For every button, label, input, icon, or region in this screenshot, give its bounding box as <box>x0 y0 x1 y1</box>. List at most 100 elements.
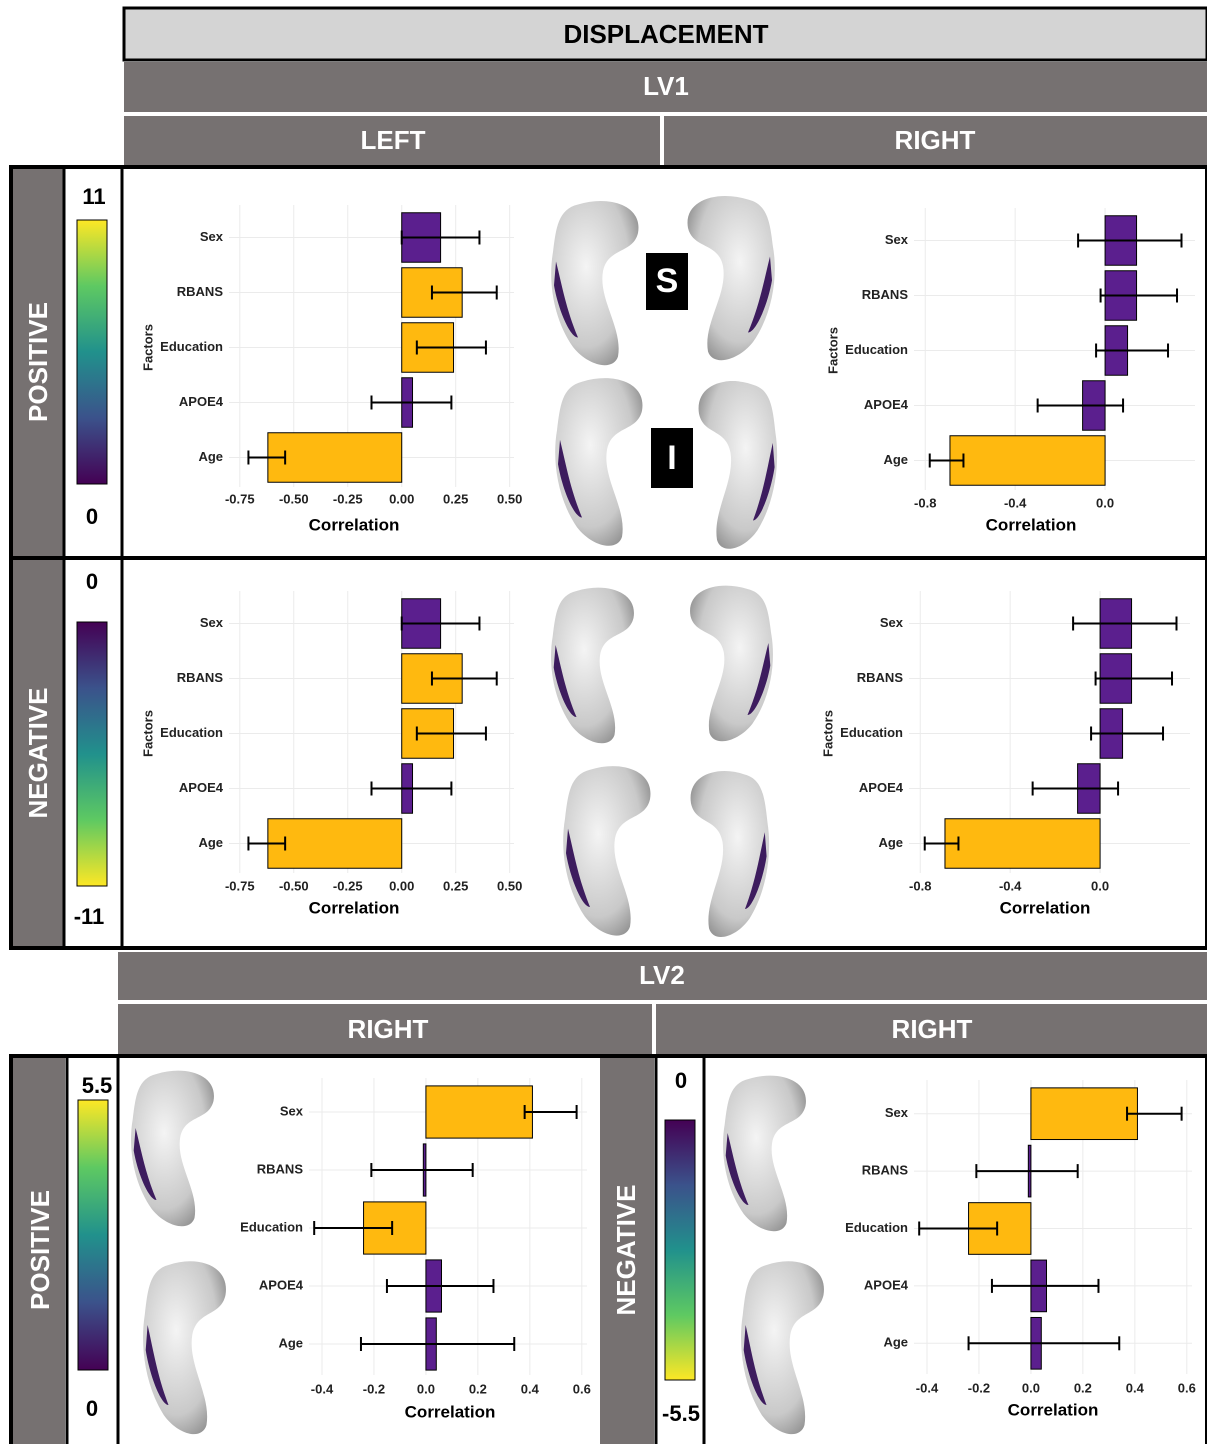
error-bar <box>385 1279 495 1293</box>
x-tick-label: 0.4 <box>521 1381 540 1396</box>
error-bar <box>415 726 487 741</box>
y-tick-label: Sex <box>885 1105 909 1120</box>
y-tick-label: Education <box>845 342 908 357</box>
x-tick-label: -0.75 <box>225 491 255 506</box>
brain-render <box>687 195 775 361</box>
brain-render <box>143 1261 226 1435</box>
brain-render <box>131 1070 214 1227</box>
error-bar <box>923 836 960 851</box>
header-band <box>664 116 1207 165</box>
header-left: LEFT <box>361 125 426 155</box>
y-tick-label: Sex <box>880 615 904 630</box>
x-tick-label: -0.50 <box>279 878 309 893</box>
header-right: RIGHT <box>348 1014 429 1044</box>
header-band <box>122 6 1207 62</box>
colorbar-label: 5.5 <box>82 1073 113 1098</box>
y-tick-label: Sex <box>200 615 224 630</box>
view-box <box>651 428 693 488</box>
side-band <box>13 560 63 946</box>
side-band <box>600 1058 654 1444</box>
error-bar <box>430 671 498 686</box>
y-axis-label: Factors <box>820 710 835 757</box>
error-bar <box>313 1221 394 1235</box>
row-label: NEGATIVE <box>23 688 53 819</box>
error-bar <box>1072 616 1178 631</box>
x-axis-label: Correlation <box>1000 898 1091 917</box>
x-tick-label: -0.4 <box>916 1380 939 1395</box>
x-tick-label: -0.2 <box>968 1380 990 1395</box>
y-tick-label: Age <box>878 835 903 850</box>
y-axis-label: Factors <box>140 324 155 371</box>
y-tick-label: Age <box>883 452 908 467</box>
header-band <box>124 116 660 165</box>
x-tick-label: -0.25 <box>333 491 363 506</box>
colorbar-label: -11 <box>74 904 105 929</box>
x-tick-label: 0.6 <box>1178 1380 1196 1395</box>
y-tick-label: RBANS <box>177 670 224 685</box>
brain-render <box>723 1075 806 1232</box>
x-tick-label: 0.50 <box>497 491 522 506</box>
error-bar <box>1031 781 1120 796</box>
bar <box>267 432 403 483</box>
y-tick-label: Sex <box>280 1103 304 1118</box>
y-tick-label: RBANS <box>257 1161 304 1176</box>
y-tick-label: Education <box>160 339 223 354</box>
y-tick-label: Education <box>845 1220 908 1235</box>
brain-render <box>690 771 770 937</box>
error-bar <box>1095 343 1170 358</box>
y-tick-label: RBANS <box>862 1163 909 1178</box>
bar <box>1030 1087 1138 1141</box>
y-tick-label: Education <box>840 725 903 740</box>
x-tick-label: 0.6 <box>573 1381 591 1396</box>
bar <box>949 435 1106 486</box>
error-bar <box>967 1336 1121 1351</box>
x-tick-label: -0.75 <box>225 878 255 893</box>
error-bar <box>990 1278 1100 1293</box>
x-axis-label: Correlation <box>405 1402 496 1421</box>
x-tick-label: -0.4 <box>1004 495 1027 510</box>
bar <box>425 1085 533 1139</box>
panel-border <box>9 1054 1207 1444</box>
x-axis-label: Correlation <box>1008 1400 1099 1419</box>
error-bar <box>370 395 453 410</box>
colorbar-label: 11 <box>82 184 105 209</box>
colorbar <box>76 219 108 485</box>
error-bar <box>1090 726 1165 741</box>
x-tick-label: -0.2 <box>363 1381 385 1396</box>
colorbar-label: 0 <box>86 569 98 594</box>
error-bar <box>975 1164 1079 1179</box>
x-tick-label: 0.00 <box>389 878 414 893</box>
x-tick-label: 0.0 <box>1091 878 1109 893</box>
colorbar-label: -5.5 <box>662 1401 700 1426</box>
error-bar <box>247 450 287 465</box>
brain-render <box>551 200 639 366</box>
error-bar <box>415 340 487 355</box>
error-bar <box>928 453 965 468</box>
brain-render <box>563 766 651 936</box>
y-tick-label: Education <box>240 1219 303 1234</box>
y-tick-label: RBANS <box>857 670 904 685</box>
error-bar <box>523 1105 578 1119</box>
x-tick-label: -0.4 <box>311 1381 334 1396</box>
view-label: I <box>667 439 676 477</box>
row-label: POSITIVE <box>25 1190 55 1310</box>
colorbar <box>664 1119 696 1381</box>
y-tick-label: Sex <box>885 232 909 247</box>
y-tick-label: Age <box>198 449 223 464</box>
x-tick-label: 0.0 <box>417 1381 435 1396</box>
row-label: NEGATIVE <box>611 1185 641 1316</box>
y-tick-label: Education <box>160 725 223 740</box>
side-band <box>13 169 63 556</box>
x-tick-label: -0.8 <box>909 878 931 893</box>
y-tick-label: APOE4 <box>259 1277 304 1292</box>
x-tick-label: 0.0 <box>1022 1380 1040 1395</box>
bar <box>944 818 1101 869</box>
colorbar-label: 0 <box>86 1396 98 1421</box>
error-bar <box>400 616 481 631</box>
y-axis-label: Factors <box>825 327 840 374</box>
header-right: RIGHT <box>895 125 976 155</box>
bar <box>267 818 403 869</box>
x-tick-label: -0.25 <box>333 878 363 893</box>
error-bar <box>247 836 287 851</box>
